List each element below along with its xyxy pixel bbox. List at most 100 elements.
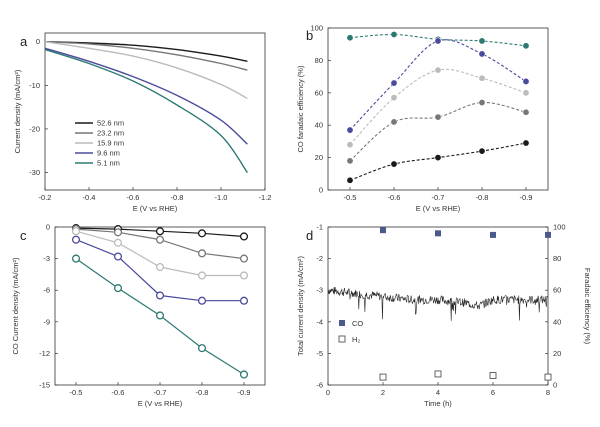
x-tick-label: 4 [436,388,440,397]
y-tick-label: 0 [319,186,323,195]
y-axis-label: Current density (mA/cm²) [13,69,22,153]
data-point [113,284,123,293]
legend-label-h2: H₂ [352,335,360,344]
legend-label: 9.6 nm [97,149,120,158]
x-tick-label: -0.9 [238,388,251,397]
data-point [390,160,398,168]
series-dashed-line [349,142,527,181]
y-tick-label: -6 [316,381,323,390]
data-point [197,229,207,238]
series-dashed-line [349,33,527,47]
data-point [239,296,249,305]
data-point [71,227,81,236]
data-point [522,77,530,85]
x-axis-label: E (V vs RHE) [133,204,178,213]
panel-c: -0.5 -0.6 -0.7 -0.8 -0.9 0 -3 -6 -9 -12 -15 E (V vs… [11,223,266,408]
data-point [522,89,530,97]
data-point [197,249,207,258]
series-line [44,48,248,174]
co-fe-marker [490,231,496,238]
legend-label: 15.9 nm [97,139,124,148]
data-point [71,235,81,244]
x-tick-label: -0.2 [39,193,52,202]
y-tick-label-right: 0 [553,381,557,390]
y-tick-label: -3 [316,286,323,295]
y-tick-label: -6 [43,286,50,295]
y-tick-label: -3 [43,254,50,263]
x-axis-label: E (V vs RHE) [138,399,183,408]
x-tick-label: 6 [491,388,495,397]
x-tick-label: -0.6 [388,193,401,202]
panel-label: d [306,228,313,243]
co-fe-marker [435,230,441,237]
x-tick-label: -0.6 [127,193,140,202]
data-point [390,118,398,126]
data-point [522,108,530,116]
legend-swatch-co [339,320,345,326]
y-tick-label: -15 [39,381,50,390]
data-point [478,147,486,155]
data-point [346,141,354,149]
y-tick-label: -12 [39,349,50,358]
x-tick-label: -0.8 [171,193,184,202]
data-point [346,176,354,184]
data-point [239,271,249,280]
data-point [434,66,442,74]
series-line [44,41,248,100]
y-tick-label: 0 [36,37,40,46]
y-tick-label: -4 [316,317,323,326]
x-tick-label: -0.6 [112,388,125,397]
data-point [522,139,530,147]
y-tick-label: -2 [316,254,323,263]
data-point [197,344,207,353]
legend-swatch-h2 [338,335,346,343]
x-tick-label: 8 [546,388,550,397]
data-point [478,50,486,58]
y-tick-label: 100 [310,24,323,33]
data-point [434,37,442,45]
panel-label: c [20,228,27,243]
data-point [478,74,486,82]
y-tick-label-right: 40 [553,317,561,326]
y-axis-label: CO Current density (mA/cm²) [11,257,20,355]
y-tick-label: 0 [46,223,50,232]
plot-frame [44,32,266,191]
data-point [346,157,354,165]
y-tick-label-right: 60 [553,286,561,295]
y-tick-label: 20 [315,153,323,162]
y-tick-label: -1 [316,223,323,232]
y-axis-label: CO faradaic efficiency (%) [296,65,305,152]
y-tick-label: -9 [43,317,50,326]
co-fe-marker [380,227,386,234]
data-point [155,291,165,300]
x-tick-label: -1.2 [259,193,272,202]
data-point [522,42,530,50]
h2-fe-marker [544,373,552,381]
data-point [434,113,442,121]
x-tick-label: -0.8 [196,388,209,397]
x-tick-label: -0.5 [344,193,357,202]
series-dashed-line [349,68,527,145]
x-tick-label: -0.9 [520,193,533,202]
y-tick-label: -10 [29,81,40,90]
data-point [390,94,398,102]
series-dashed-line [349,101,527,162]
data-point [346,126,354,134]
y-tick-label: -20 [29,124,40,133]
legend-label: 23.2 nm [97,129,124,138]
data-point [155,311,165,320]
x-axis-label: E (V vs RHE) [416,204,461,213]
x-tick-label: -0.7 [432,193,445,202]
legend-label: 52.6 nm [97,119,124,128]
y-tick-label: 80 [315,56,323,65]
panel-b: -0.5 -0.6 -0.7 -0.8 -0.9 0 20 40 60 80 100 E (V vs … [296,24,549,213]
data-point [239,254,249,263]
data-point [239,370,249,379]
x-tick-label: -0.7 [154,388,167,397]
x-tick-label: -0.8 [476,193,489,202]
y-tick-label: -5 [316,349,323,358]
x-axis-label: Time (h) [424,399,452,408]
y-tick-label-right: 80 [553,254,561,263]
